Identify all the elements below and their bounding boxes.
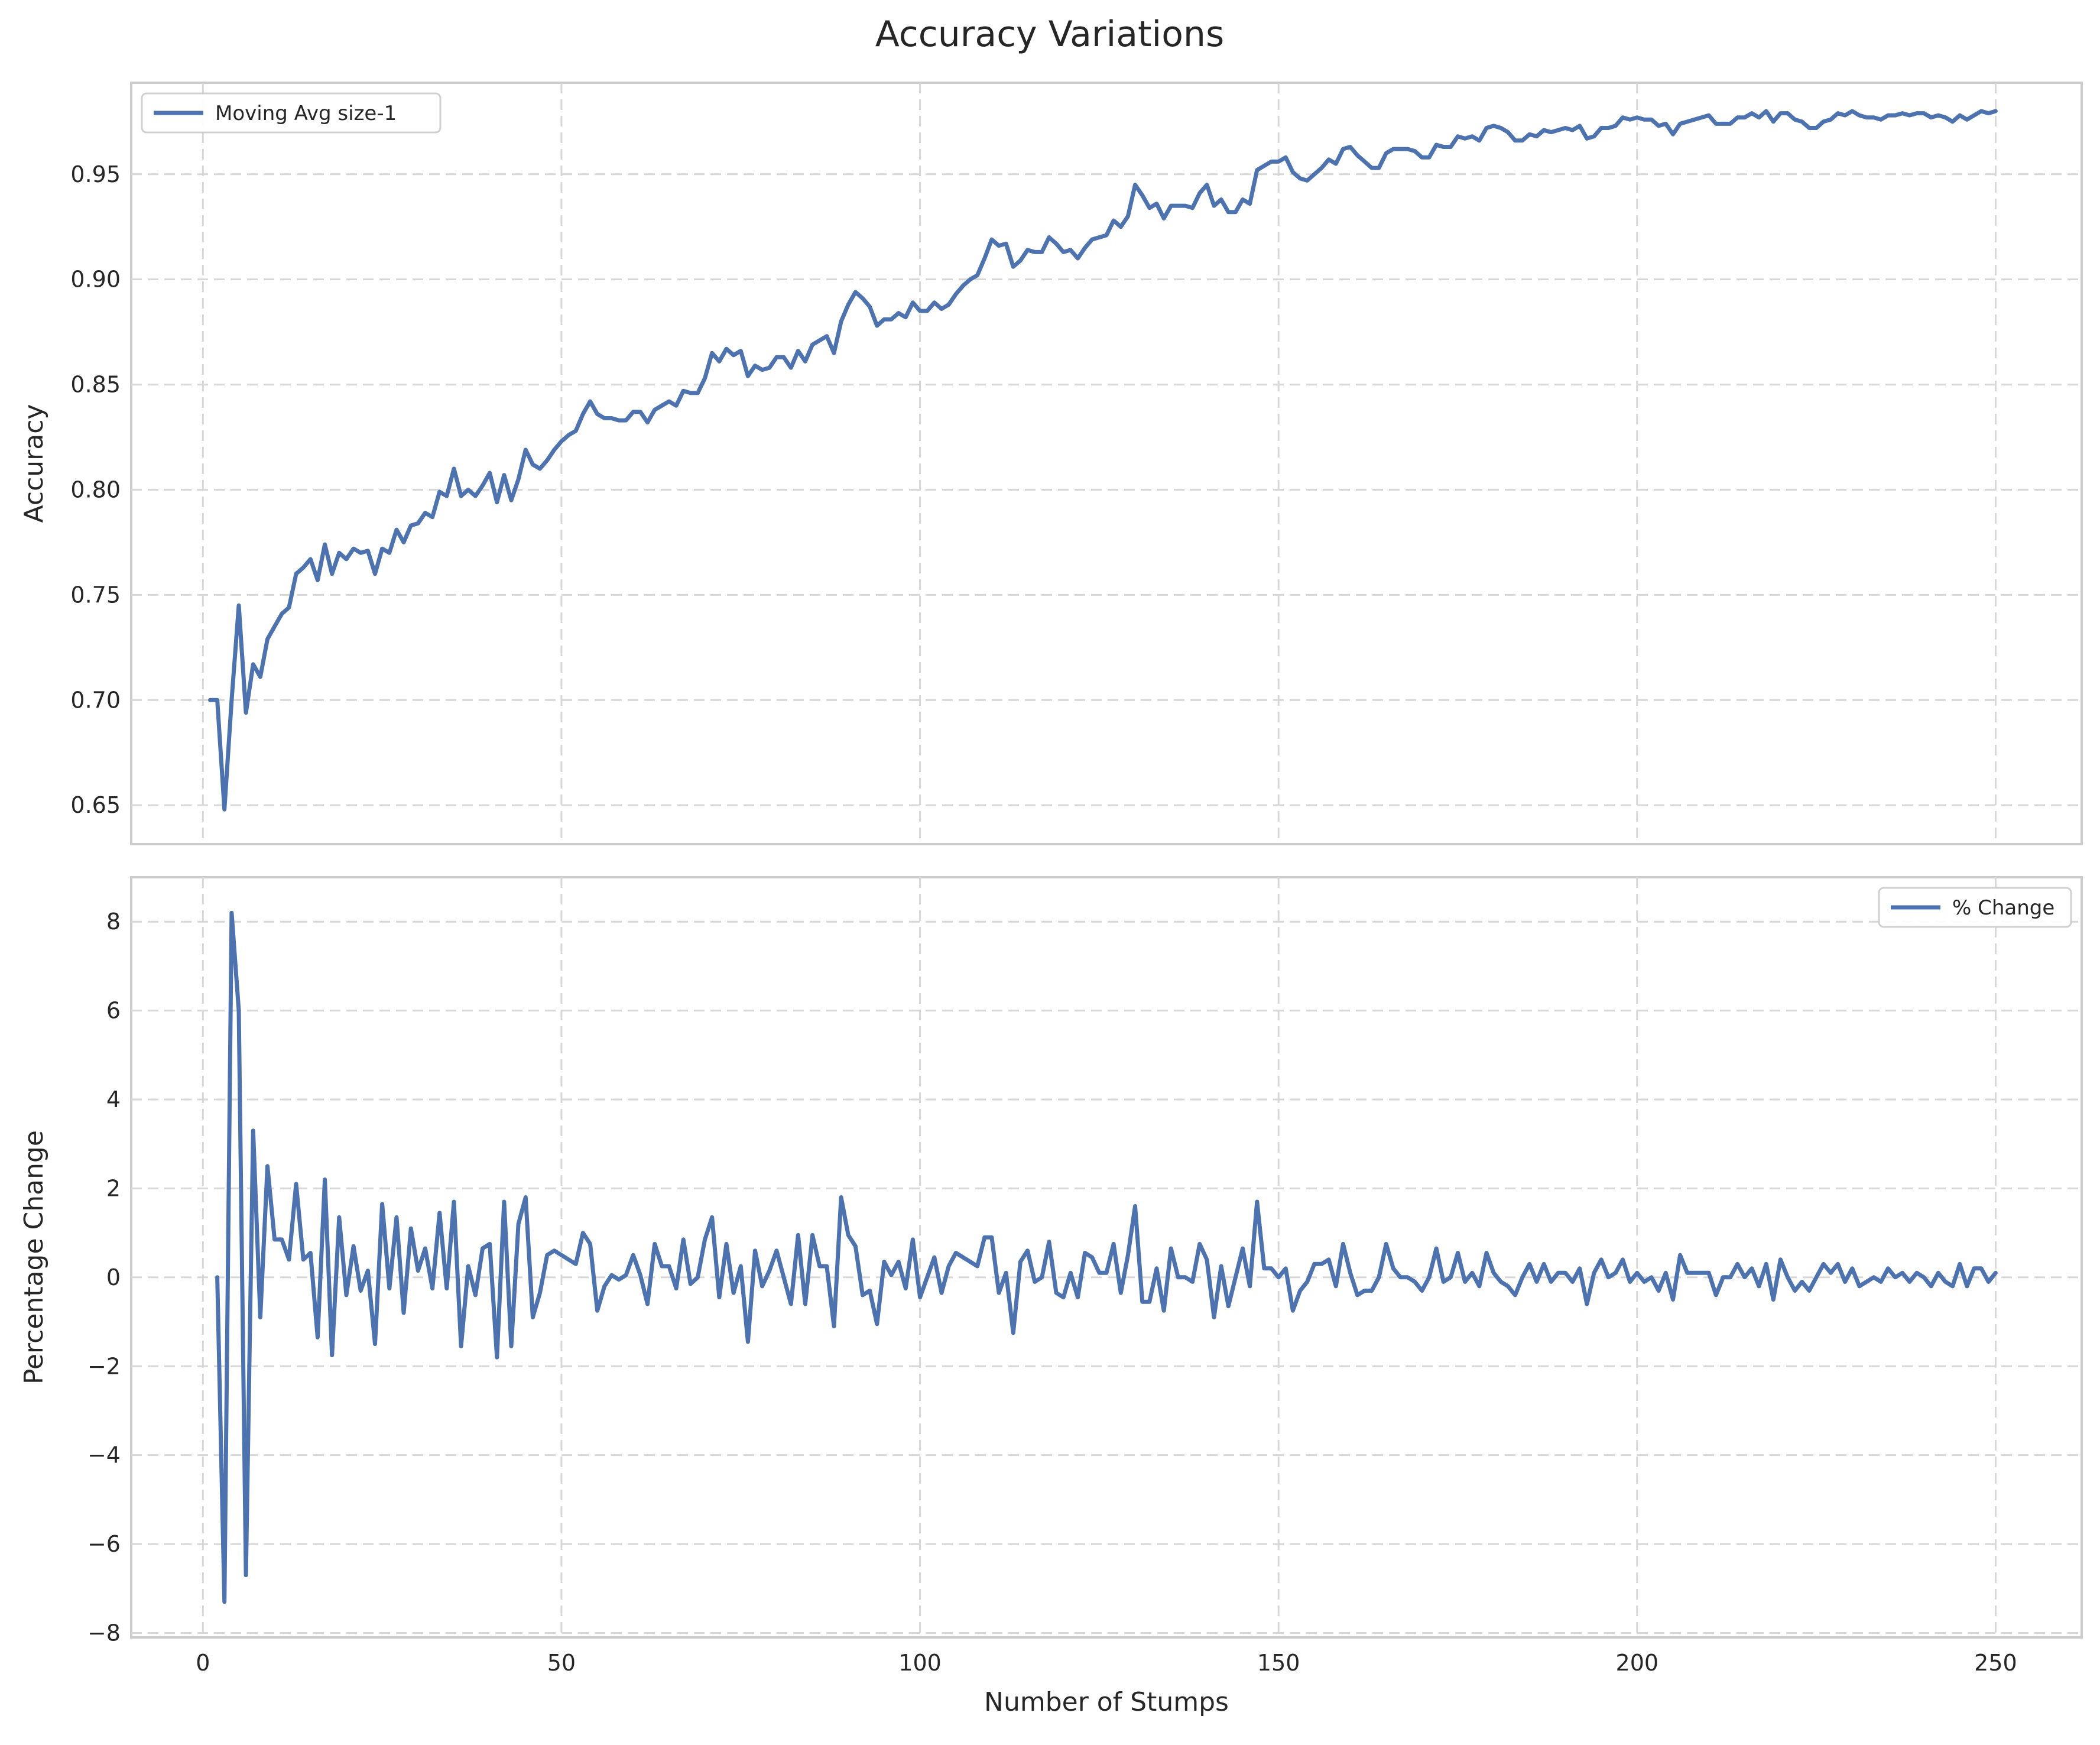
accuracy-y-tick-label: 0.85 bbox=[70, 372, 121, 398]
accuracy-legend-label: Moving Avg size-1 bbox=[215, 102, 397, 125]
accuracy-y-tick-label: 0.70 bbox=[70, 687, 121, 713]
percentage-change-legend-label: % Change bbox=[1952, 896, 2054, 920]
accuracy-legend-box bbox=[141, 92, 442, 134]
percentage-change-y-tick-label: −8 bbox=[87, 1620, 121, 1646]
percentage-change-panel: −8 −6 −4 −2 0 2 4 6 8 0 50 100 150 200 250 Percentage C… bbox=[19, 876, 2083, 1717]
accuracy-y-tick-label: 0.75 bbox=[70, 582, 121, 608]
percentage-change-y-tick-label: 2 bbox=[106, 1175, 121, 1201]
percentage-change-legend: % Change bbox=[1878, 887, 2072, 928]
accuracy-panel: 0.65 0.70 0.75 0.80 0.85 0.90 0.95 Accuracy Movi… bbox=[19, 82, 2083, 845]
percentage-change-x-tick-label: 0 bbox=[196, 1650, 210, 1676]
accuracy-series-line bbox=[208, 109, 1998, 812]
percentage-change-y-tick-label: 6 bbox=[106, 998, 121, 1024]
percentage-change-y-tick-label: −2 bbox=[87, 1353, 121, 1379]
accuracy-y-tick-label: 0.90 bbox=[70, 267, 121, 293]
percentage-change-y-tick-label: 4 bbox=[106, 1086, 121, 1112]
percentage-change-series-line bbox=[215, 910, 1998, 1604]
accuracy-y-tick-label: 0.80 bbox=[70, 476, 121, 502]
percentage-change-legend-box bbox=[1878, 887, 2072, 928]
percentage-change-y-tick-label: 8 bbox=[106, 909, 121, 935]
percentage-change-y-axis-label: Percentage Change bbox=[19, 1130, 49, 1384]
percentage-change-y-tick-label: 0 bbox=[106, 1264, 121, 1290]
percentage-change-x-tick-label: 250 bbox=[1974, 1650, 2017, 1676]
accuracy-y-tick-label: 0.65 bbox=[70, 792, 121, 818]
percentage-change-y-tick-label: −4 bbox=[87, 1442, 121, 1468]
percentage-change-x-axis-label: Number of Stumps bbox=[984, 1687, 1229, 1717]
accuracy-y-tick-label: 0.95 bbox=[70, 161, 121, 187]
percentage-change-x-tick-label: 150 bbox=[1257, 1650, 1300, 1676]
accuracy-y-axis-label: Accuracy bbox=[19, 404, 49, 523]
percentage-change-x-tick-label: 50 bbox=[547, 1650, 576, 1676]
accuracy-plot-area bbox=[130, 82, 2083, 845]
percentage-change-y-tick-label: −6 bbox=[87, 1531, 121, 1557]
figure-title: Accuracy Variations bbox=[875, 14, 1224, 55]
accuracy-legend: Moving Avg size-1 bbox=[141, 92, 442, 134]
percentage-change-x-tick-label: 100 bbox=[898, 1650, 942, 1676]
percentage-change-x-tick-label: 200 bbox=[1616, 1650, 1659, 1676]
